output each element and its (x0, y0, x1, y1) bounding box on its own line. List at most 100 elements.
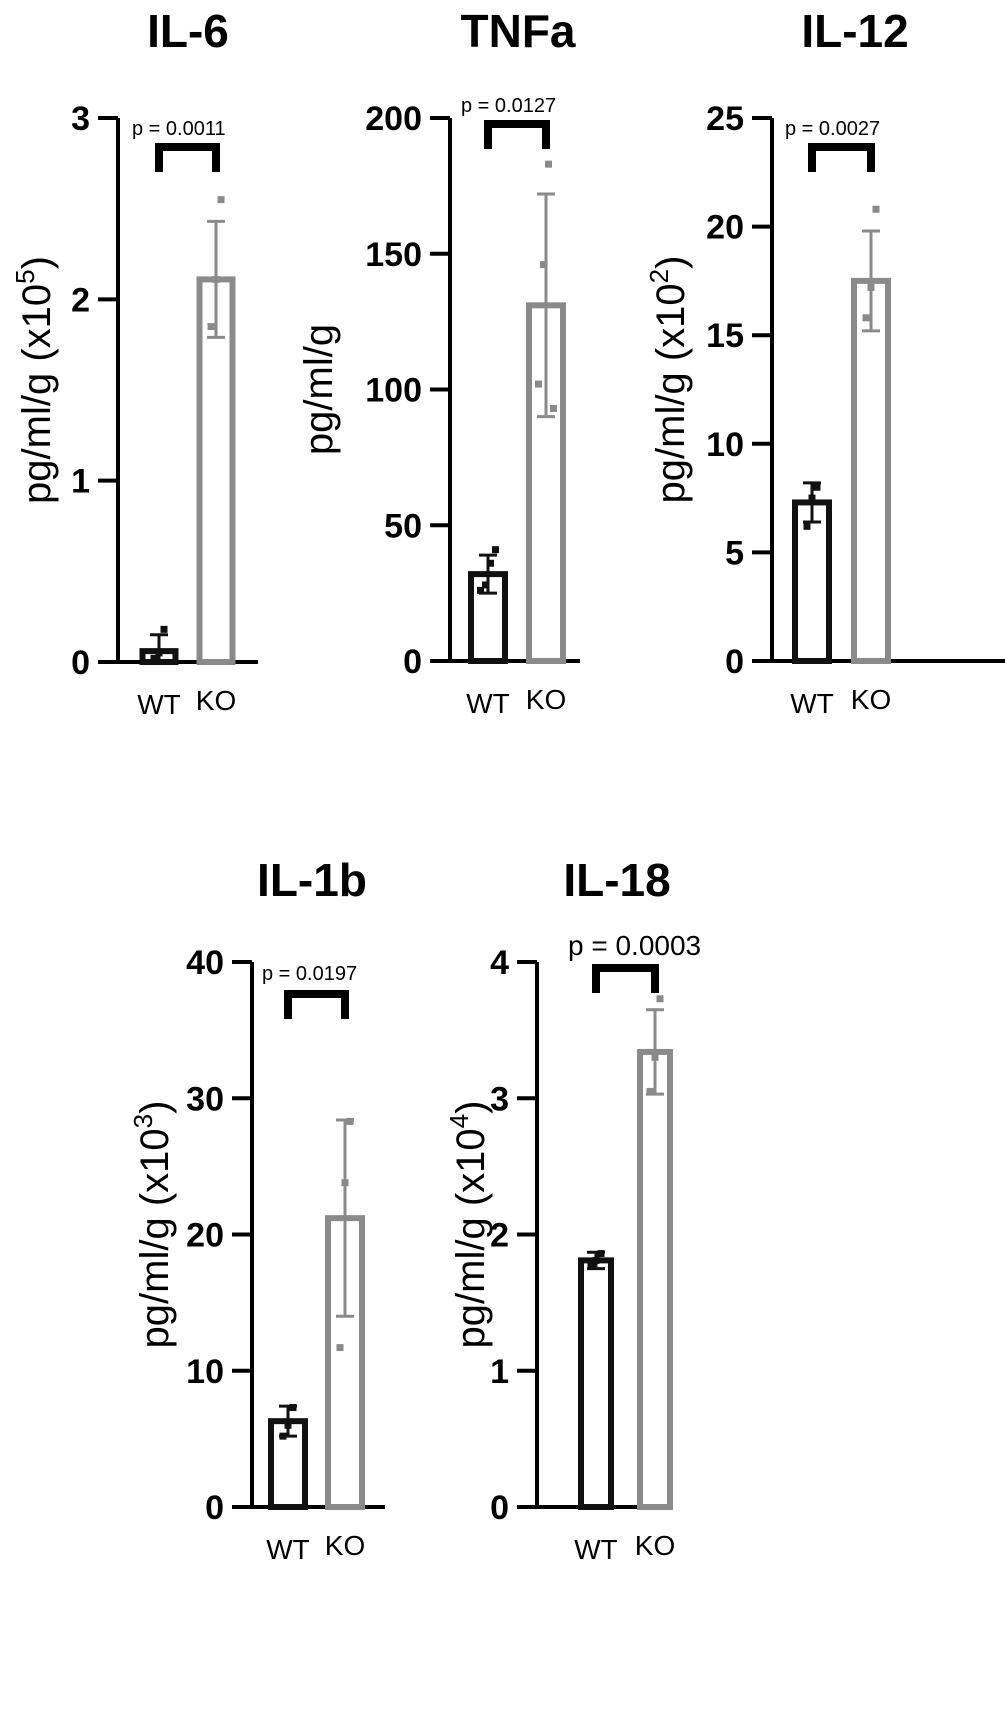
y-tick-label: 25 (706, 100, 744, 138)
data-point-ko (346, 1117, 354, 1125)
y-tick-label: 50 (384, 507, 422, 545)
y-axis-label: pg/ml/g (x105) (10, 256, 59, 504)
x-category-label: KO (526, 684, 566, 715)
x-category-label: WT (790, 688, 834, 719)
chart-panel-tnfa: TNFa pg/ml/g 0 50 100 150 200 WT KO p = 0.0127 (297, 5, 580, 719)
y-tick-label: 2 (71, 281, 90, 319)
data-point-wt (492, 546, 499, 554)
p-value-label: p = 0.0197 (262, 963, 357, 985)
data-point-ko (872, 205, 880, 213)
x-category-label: KO (325, 1530, 365, 1561)
bar-wt (792, 499, 832, 664)
x-category-label: KO (635, 1530, 675, 1561)
x-category-label: WT (466, 688, 510, 719)
y-axis-label: pg/ml/g (297, 324, 341, 455)
data-point-wt (803, 522, 811, 530)
data-point-ko (867, 283, 875, 291)
significance-bracket (592, 964, 659, 993)
data-point-ko (646, 1087, 654, 1095)
significance-bracket (808, 143, 875, 172)
significance-bracket (155, 143, 220, 172)
y-tick-label: 10 (706, 426, 744, 464)
y-tick-label: 30 (186, 1080, 224, 1118)
y-tick-label: 3 (490, 1080, 509, 1118)
data-point-ko (341, 1179, 349, 1187)
y-tick-label: 0 (71, 644, 90, 682)
y-axis-label: pg/ml/g (x103) (128, 1101, 177, 1349)
y-axis-label-text: pg/ml/g (x10 (449, 1128, 493, 1348)
y-tick-label: 150 (365, 236, 422, 274)
y-axis-label-text: pg/ml/g (x10 (649, 283, 693, 503)
bar-ko (637, 1048, 673, 1511)
y-axis-label-exponent: 4 (444, 1114, 474, 1128)
data-point-ko (336, 1344, 344, 1352)
chart-title: IL-6 (147, 5, 229, 57)
data-point-wt (284, 1421, 292, 1429)
data-point-wt (289, 1404, 297, 1412)
y-axis-label-exponent: 5 (10, 269, 40, 283)
significance-bracket (284, 990, 349, 1019)
chart-title: IL-12 (801, 5, 908, 57)
data-point-ko (862, 314, 870, 322)
y-tick-label: 5 (725, 534, 744, 572)
y-tick-label: 0 (725, 643, 744, 681)
y-axis-label-close: ) (15, 256, 59, 269)
data-point-wt (482, 581, 489, 589)
y-axis-label-close: ) (449, 1101, 493, 1114)
p-value-label: p = 0.0027 (785, 118, 880, 140)
y-tick-label: 15 (706, 317, 744, 355)
y-tick-label: 0 (403, 643, 422, 681)
y-tick-label: 2 (490, 1217, 509, 1255)
y-axis-label: pg/ml/g (x102) (644, 256, 693, 504)
y-axis-label-exponent: 3 (128, 1114, 158, 1128)
data-point-wt (150, 654, 158, 662)
x-category-label: KO (851, 684, 891, 715)
y-tick-label: 1 (71, 463, 90, 501)
y-tick-label: 0 (490, 1489, 509, 1527)
y-axis-label-text: pg/ml/g (x10 (15, 284, 59, 504)
data-point-ko (535, 380, 542, 388)
data-point-ko (217, 196, 225, 204)
y-tick-label: 3 (71, 100, 90, 138)
y-tick-label: 20 (706, 209, 744, 247)
data-point-wt (597, 1250, 605, 1258)
y-tick-label: 40 (186, 944, 224, 982)
significance-bracket (484, 120, 550, 149)
data-point-wt (587, 1260, 595, 1268)
y-tick-label: 10 (186, 1353, 224, 1391)
data-point-ko (550, 405, 557, 413)
data-point-ko (540, 261, 547, 269)
y-tick-label: 20 (186, 1217, 224, 1255)
y-axis-label-text: pg/ml/g (x10 (133, 1128, 177, 1348)
data-point-ko (212, 275, 220, 283)
data-point-wt (160, 625, 168, 633)
y-axis-label-close: ) (133, 1101, 177, 1114)
y-tick-label: 4 (490, 944, 509, 982)
p-value-label: p = 0.0003 (568, 930, 701, 961)
data-point-ko (651, 1053, 659, 1061)
data-point-wt (808, 494, 816, 502)
y-tick-label: 100 (365, 372, 422, 410)
data-point-wt (279, 1432, 287, 1440)
chart-panel-il-1b: IL-1b pg/ml/g (x103) 0 10 20 30 40 WT KO p = 0.01… (128, 854, 385, 1565)
chart-panel-il-6: IL-6 pg/ml/g (x105) 0 1 2 3 WT KO p = 0.0011 (10, 5, 258, 720)
bar-ko (526, 302, 566, 664)
p-value-label: p = 0.0127 (461, 95, 556, 117)
y-axis-label: pg/ml/g (x104) (444, 1101, 493, 1349)
chart-panel-il-12: IL-12 pg/ml/g (x102) 0 5 10 15 20 25 WT KO p = 0.0… (644, 5, 1005, 719)
x-category-label: WT (574, 1534, 618, 1565)
bar-ko (851, 277, 891, 664)
y-tick-label: 200 (365, 100, 422, 138)
chart-title: IL-18 (563, 854, 670, 906)
x-category-label: WT (137, 689, 181, 720)
data-point-wt (487, 559, 494, 567)
x-category-label: WT (266, 1534, 310, 1565)
y-tick-label: 0 (205, 1489, 224, 1527)
x-category-label: KO (196, 685, 236, 716)
chart-title: IL-1b (257, 854, 367, 906)
data-point-wt (592, 1256, 600, 1264)
data-point-wt (155, 649, 163, 657)
y-axis-label-exponent: 2 (644, 269, 674, 283)
